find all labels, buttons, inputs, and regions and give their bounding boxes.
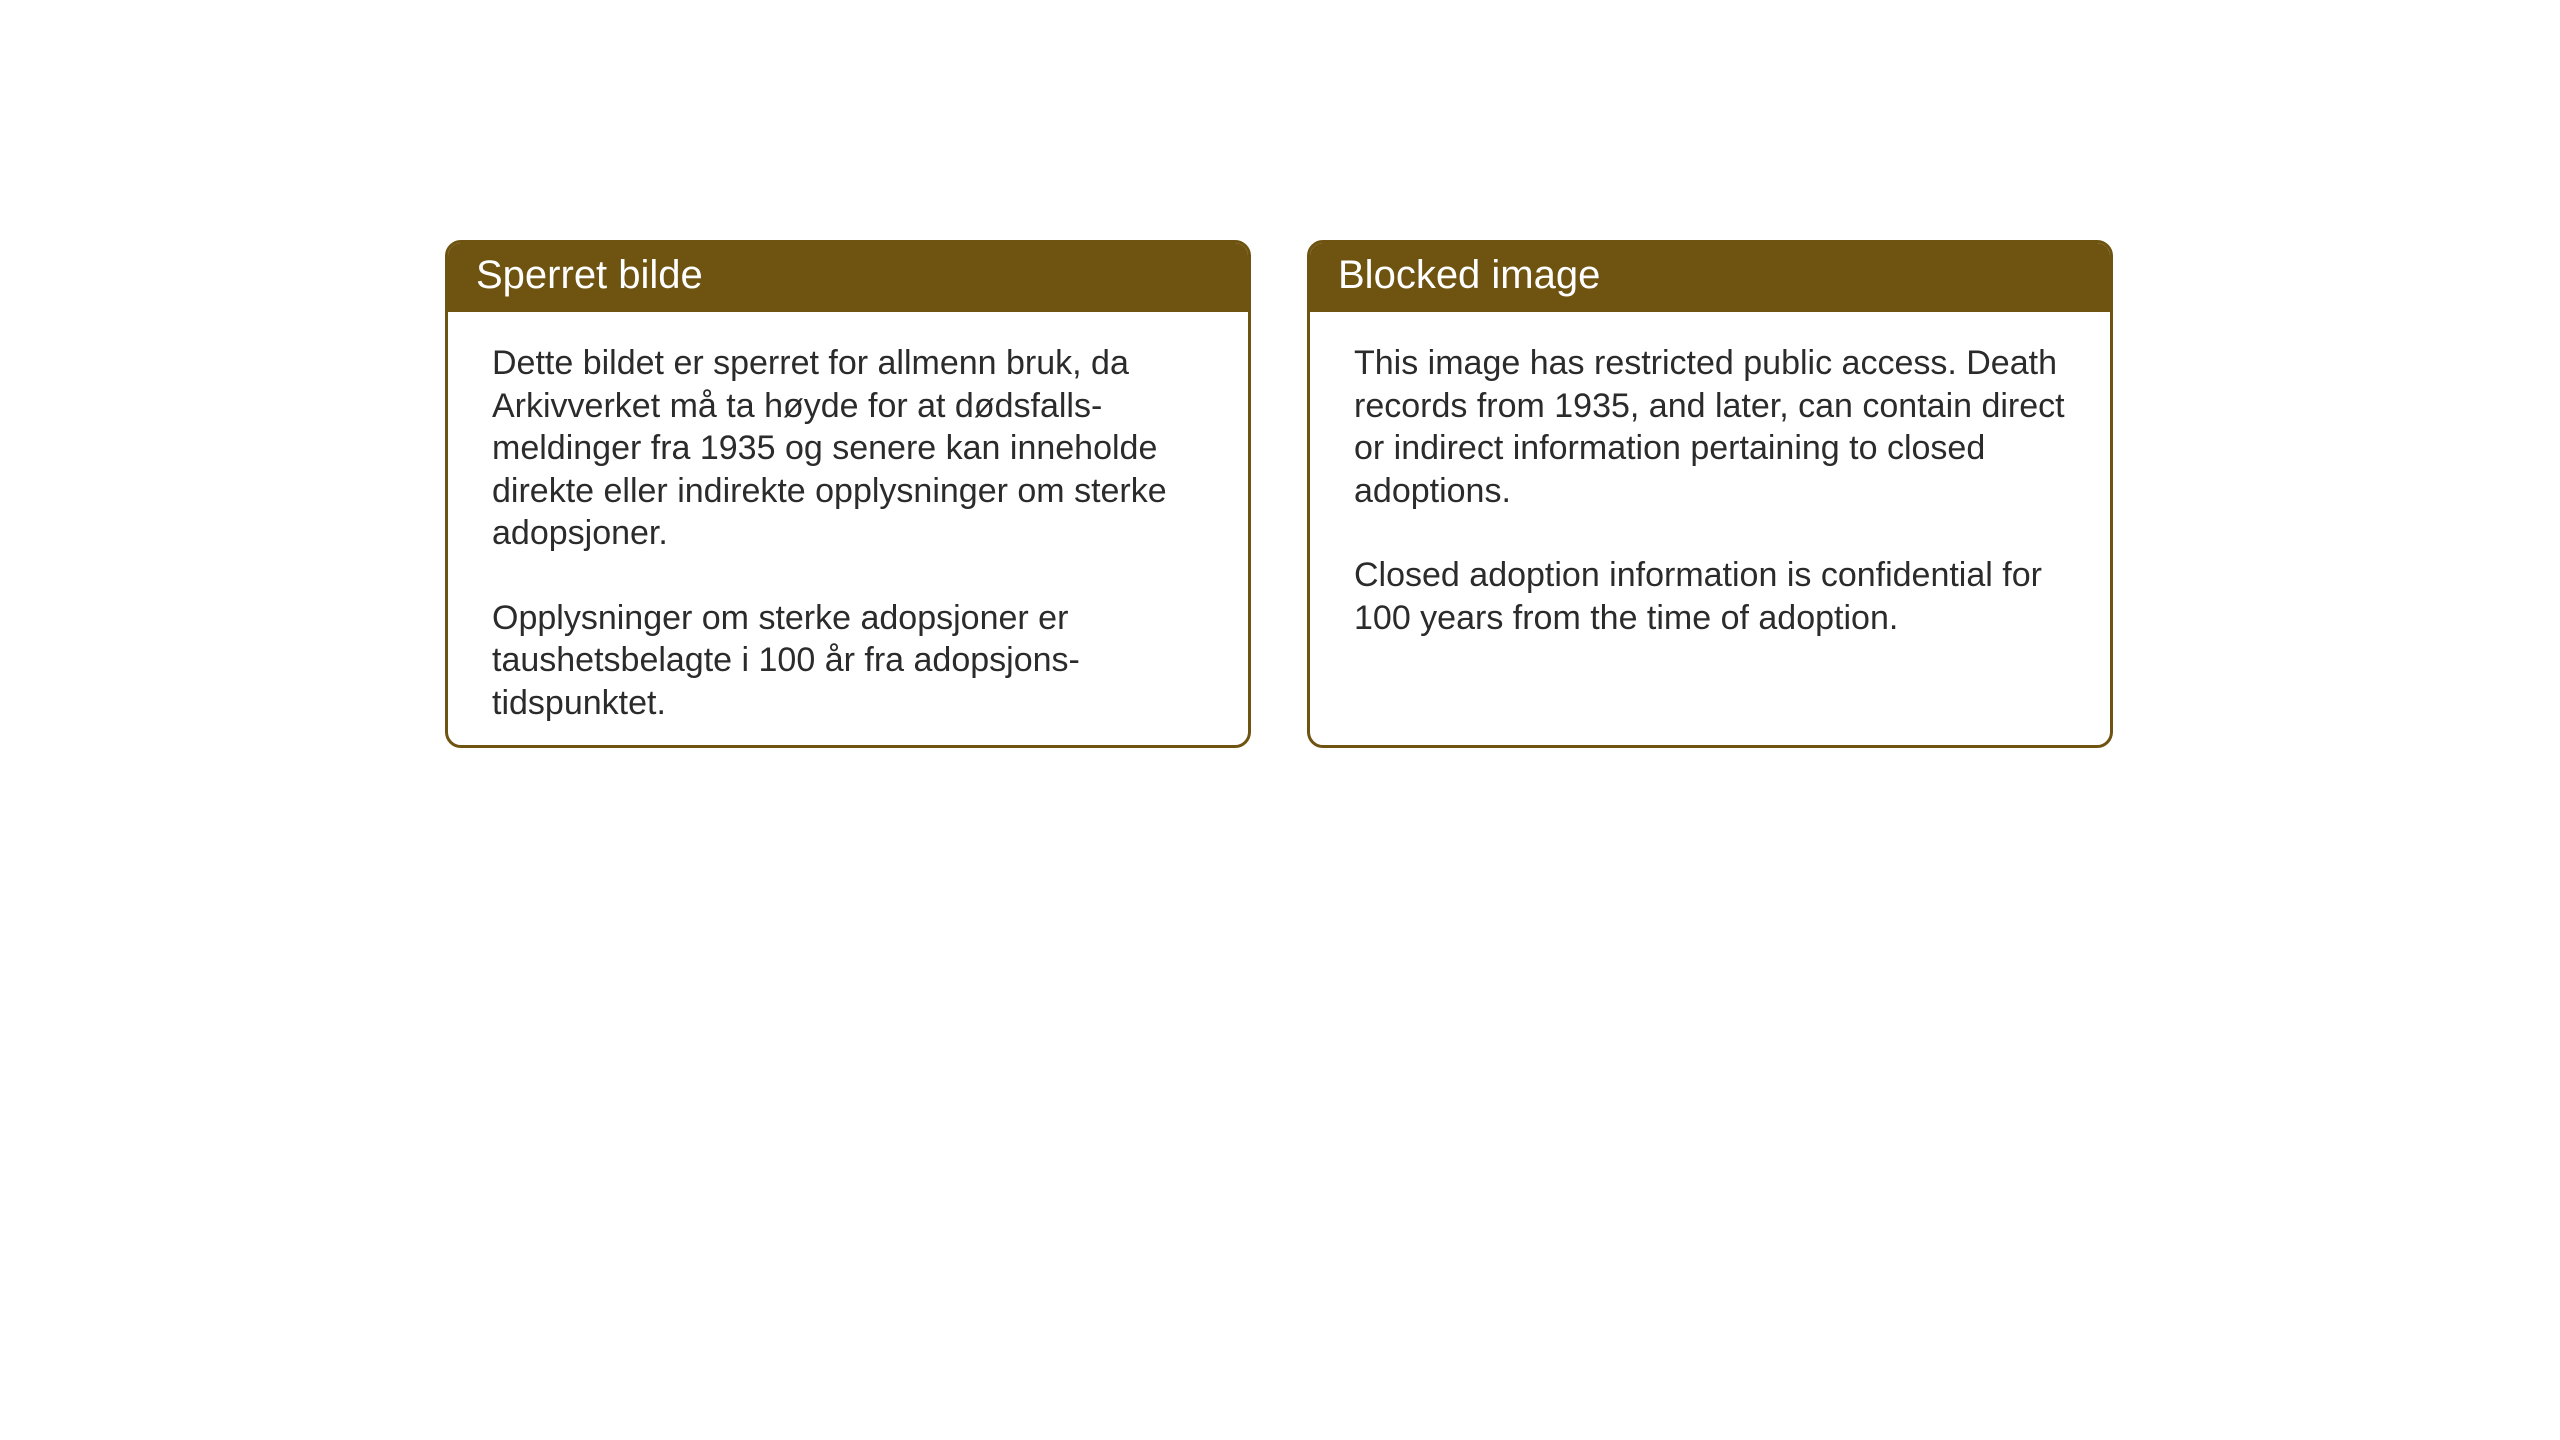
norwegian-paragraph-2: Opplysninger om sterke adopsjoner er tau… bbox=[492, 597, 1204, 725]
norwegian-notice-card: Sperret bilde Dette bildet er sperret fo… bbox=[445, 240, 1251, 748]
english-card-body: This image has restricted public access.… bbox=[1310, 312, 2110, 669]
norwegian-card-title: Sperret bilde bbox=[448, 243, 1248, 312]
english-notice-card: Blocked image This image has restricted … bbox=[1307, 240, 2113, 748]
english-card-title: Blocked image bbox=[1310, 243, 2110, 312]
english-paragraph-1: This image has restricted public access.… bbox=[1354, 342, 2066, 512]
norwegian-paragraph-1: Dette bildet er sperret for allmenn bruk… bbox=[492, 342, 1204, 555]
cards-container: Sperret bilde Dette bildet er sperret fo… bbox=[445, 240, 2113, 748]
english-paragraph-2: Closed adoption information is confident… bbox=[1354, 554, 2066, 639]
norwegian-card-body: Dette bildet er sperret for allmenn bruk… bbox=[448, 312, 1248, 748]
